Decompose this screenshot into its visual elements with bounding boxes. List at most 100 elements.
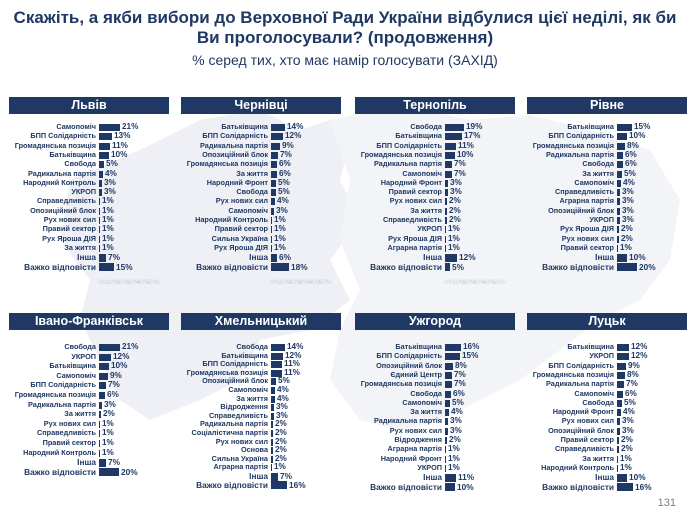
category-label: БПП Солідарність (548, 360, 614, 370)
category-label: УКРОП (589, 351, 614, 361)
category-label: БПП Солідарність (548, 131, 614, 141)
value-label: 7% (454, 369, 466, 379)
value-label: 1% (620, 462, 632, 472)
value-label: 16% (635, 481, 652, 492)
bar (271, 361, 282, 369)
value-label: 2% (449, 435, 461, 444)
bar (445, 189, 448, 197)
category-label: Радикальна партія (200, 419, 268, 429)
bar (99, 226, 100, 234)
value-label: 2% (275, 453, 287, 463)
category-label: Важко відповісти (542, 261, 614, 272)
category-label: БПП Солідарність (202, 131, 268, 141)
category-label: Правий сектор (560, 242, 614, 252)
bar-row: За життя 1% (527, 454, 687, 464)
value-label: 6% (279, 252, 291, 263)
bar-row: Самопоміч 5% (355, 398, 515, 408)
bar (99, 372, 108, 380)
category-label: Батьківщина (221, 122, 268, 131)
category-label: Свобода (236, 342, 268, 351)
bar-row: Важко відповісти 20% (527, 262, 687, 272)
bar-row: Рух нових сил 3% (527, 416, 687, 426)
value-label: 10% (629, 472, 646, 483)
bar (99, 411, 101, 419)
value-label: 2% (103, 409, 115, 419)
bar (617, 409, 621, 417)
value-label: 5% (278, 376, 290, 386)
bar-row: Свобода 5% (527, 398, 687, 408)
value-label: 10% (457, 481, 474, 492)
bar-row: Народний Контроль 1% (527, 463, 687, 473)
bar (617, 437, 619, 444)
value-label: 21% (122, 342, 139, 351)
bar-row: Рух Яроша ДІЯ 1% (9, 234, 169, 244)
bar-row: Батьківщина 17% (355, 131, 515, 141)
bar-row: Батьківщина 16% (355, 342, 515, 352)
value-label: 13% (114, 131, 131, 141)
category-label: Радикальна партія (546, 379, 614, 389)
bar-row: Самопоміч 6% (527, 389, 687, 399)
category-label: УКРОП (417, 462, 442, 472)
bar-row: Аграрна партія 3% (527, 196, 687, 206)
category-label: Радикальна партія (546, 149, 614, 159)
bar-row: УКРОП 12% (527, 351, 687, 361)
category-label: Сильна Україна (211, 233, 268, 243)
category-label: Рух нових сил (215, 436, 268, 446)
bar (445, 464, 446, 472)
category-label: Самопоміч (402, 168, 442, 178)
category-label: Громадянська позиція (360, 149, 442, 159)
category-label: Справедливість (36, 428, 96, 438)
bar (617, 464, 618, 472)
category-label: Опозиційний блок (202, 149, 268, 159)
bar (99, 392, 105, 399)
bar (445, 455, 446, 463)
bar (271, 378, 276, 386)
value-label: 12% (285, 131, 302, 141)
bar-row: Рух нових сил 2% (527, 234, 687, 244)
value-label: 4% (277, 196, 289, 206)
bar (445, 362, 453, 370)
bar (617, 198, 620, 206)
bar-row: БПП Солідарність 7% (9, 380, 169, 390)
category-label: Опозиційний блок (202, 376, 268, 386)
value-label: 1% (102, 418, 114, 428)
category-label: Радикальна партія (28, 168, 96, 178)
bar-row: Свобода 6% (527, 159, 687, 169)
value-label: 20% (639, 261, 656, 272)
value-label: 1% (102, 428, 114, 438)
category-label: Громадянська позиція (186, 159, 268, 169)
bar-row: Правий сектор 2% (527, 435, 687, 445)
bar (445, 179, 448, 187)
value-label: 7% (108, 380, 120, 390)
bar (445, 409, 449, 417)
bar-row: Рух нових сил 2% (181, 437, 341, 447)
map-east-region (330, 105, 680, 430)
bar-row: Інша 7% (9, 252, 169, 262)
category-label: УКРОП (71, 351, 96, 361)
value-label: 1% (102, 215, 114, 224)
bar-row: Сильна Україна 2% (181, 454, 341, 464)
bar-row: УКРОП 3% (527, 215, 687, 225)
category-label: Народний Фронт (552, 407, 614, 417)
value-label: 1% (274, 242, 286, 252)
category-label: Громадянська позиція (14, 390, 96, 399)
category-label: Аграрна партія (559, 196, 614, 206)
bar (617, 253, 627, 262)
bar (99, 468, 119, 477)
map-west-region (60, 110, 360, 420)
bar-row: БПП Солідарність 15% (355, 351, 515, 361)
bar (617, 226, 619, 234)
value-label: 4% (623, 407, 635, 417)
bar (271, 226, 272, 234)
bar-row: Сильна Україна 1% (181, 234, 341, 244)
category-label: Рух Яроша ДІЯ (214, 242, 268, 252)
category-label: Самопоміч (228, 205, 268, 215)
bar-row: Народний Фронт 4% (527, 407, 687, 417)
value-label: 10% (111, 149, 128, 159)
bar (445, 253, 457, 262)
bar-row: Батьківщина 12% (181, 351, 341, 361)
category-label: За життя (582, 168, 614, 178)
bar-row: Правий сектор 1% (9, 438, 169, 448)
bar-row: Відродження 3% (181, 402, 341, 412)
bar-row: УКРОП 1% (355, 463, 515, 473)
